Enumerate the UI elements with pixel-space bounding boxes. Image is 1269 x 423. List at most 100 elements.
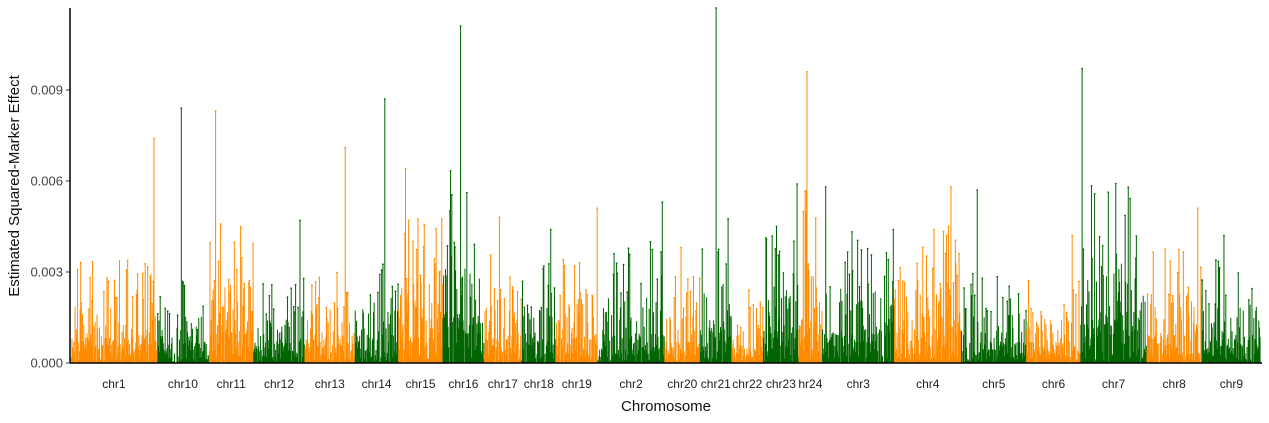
marker-effect-point	[933, 228, 935, 231]
marker-effect-point	[615, 262, 618, 265]
marker-effect-point	[775, 225, 778, 228]
marker-effect-point	[717, 248, 720, 251]
marker-effect-point	[1223, 234, 1225, 237]
marker-effect-point	[946, 282, 949, 285]
marker-effect-point	[777, 254, 780, 257]
marker-effect-point	[168, 312, 171, 315]
marker-effect-point	[465, 191, 468, 194]
marker-effect-point	[299, 219, 301, 222]
marker-effect-point	[563, 264, 566, 267]
chromosome-label: chr6	[1042, 377, 1066, 391]
marker-effect-point	[921, 246, 924, 249]
marker-effect-point	[498, 216, 501, 219]
marker-effect-point	[559, 294, 562, 297]
marker-effect-point	[673, 296, 676, 299]
marker-effect-point	[314, 281, 317, 283]
marker-effect-point	[1204, 290, 1207, 292]
marker-effect-point	[1124, 214, 1127, 217]
marker-effect-point	[689, 290, 692, 293]
marker-effect-point	[771, 235, 774, 238]
marker-effect-point	[449, 170, 452, 172]
marker-effect-point	[736, 324, 739, 327]
marker-effect-point	[183, 284, 186, 287]
marker-effect-point	[651, 248, 654, 251]
marker-effect-point	[290, 287, 293, 290]
chromosome-label: chr3	[847, 377, 871, 391]
x-axis-chromosome-labels: chr1 chr10 chr11 chr12 chr13 chr14 chr15 chr16 c…	[102, 377, 1243, 391]
marker-effect-point	[584, 289, 587, 291]
marker-effect-point	[1196, 207, 1199, 210]
marker-effect-point	[963, 287, 965, 289]
marker-effect-point	[1127, 186, 1130, 189]
marker-effect-point	[1071, 234, 1074, 237]
marker-effect-point	[412, 240, 414, 243]
marker-effect-point	[118, 259, 121, 262]
marker-effect-point	[970, 283, 972, 286]
y-tick-label: 0.009	[30, 82, 63, 97]
marker-effect-point	[310, 284, 313, 287]
marker-effect-point	[76, 268, 79, 271]
marker-effect-point	[209, 241, 211, 244]
marker-effect-point	[547, 262, 550, 265]
marker-effect-point	[748, 289, 750, 292]
marker-effect-point	[620, 292, 622, 294]
marker-effect-point	[814, 217, 817, 220]
marker-effect-point	[844, 261, 847, 264]
marker-effect-point	[931, 267, 934, 270]
marker-effect-point	[897, 279, 900, 282]
marker-effect-point	[252, 242, 254, 245]
marker-effect-point	[757, 325, 760, 327]
chromosome-label: chr18	[524, 377, 554, 391]
marker-effect-point	[682, 307, 685, 310]
marker-effect-point	[1030, 307, 1032, 310]
marker-effect-point	[829, 285, 831, 288]
marker-effect-point	[1093, 192, 1096, 195]
marker-effect-point	[1091, 257, 1094, 260]
marker-effect-point	[268, 294, 271, 297]
marker-effect-point	[1065, 311, 1068, 314]
marker-effect-point	[136, 273, 139, 276]
marker-effect-point	[369, 294, 372, 296]
marker-effect-point	[376, 291, 379, 294]
marker-effect-point	[521, 280, 524, 283]
marker-effect-point	[680, 246, 682, 249]
marker-effect-point	[796, 183, 798, 185]
marker-effect-point	[397, 283, 399, 286]
marker-effect-point	[530, 306, 533, 308]
marker-effect-point	[660, 251, 662, 253]
marker-effect-point	[1063, 303, 1065, 306]
marker-effect-point	[302, 277, 305, 280]
marker-effect-point	[433, 257, 436, 260]
chromosome-label: chr13	[315, 377, 345, 391]
marker-effect-point	[824, 186, 827, 188]
marker-effect-point	[954, 239, 957, 242]
marker-effect-point	[686, 278, 689, 280]
chromosome-label: chr9	[1220, 377, 1244, 391]
marker-effect-point	[990, 310, 992, 313]
marker-effect-point	[440, 217, 443, 220]
marker-effect-point	[227, 278, 230, 281]
marker-effect-point	[503, 298, 506, 300]
marker-effect-point	[973, 294, 976, 297]
marker-effect-point	[450, 193, 453, 196]
marker-effect-point	[1129, 197, 1132, 200]
chromosome-label: chr1	[102, 377, 126, 391]
marker-effect-point	[996, 275, 999, 278]
marker-effect-point	[901, 280, 904, 283]
marker-effect-point	[553, 287, 556, 289]
marker-effect-point	[520, 298, 523, 301]
marker-effect-point	[1082, 248, 1085, 251]
marker-effect-point	[142, 299, 145, 301]
marker-effect-point	[628, 253, 631, 256]
chromosome-label: chr8	[1163, 377, 1187, 391]
marker-effect-point	[383, 98, 386, 100]
marker-effect-point	[316, 304, 318, 306]
marker-effect-point	[774, 248, 777, 250]
marker-effect-point	[243, 282, 246, 285]
marker-effect-point	[727, 218, 729, 220]
marker-effect-point	[217, 260, 220, 263]
marker-effect-point	[1075, 293, 1077, 296]
marker-effect-point	[493, 288, 496, 291]
marker-effect-point	[692, 275, 695, 278]
marker-effect-point	[749, 307, 752, 309]
